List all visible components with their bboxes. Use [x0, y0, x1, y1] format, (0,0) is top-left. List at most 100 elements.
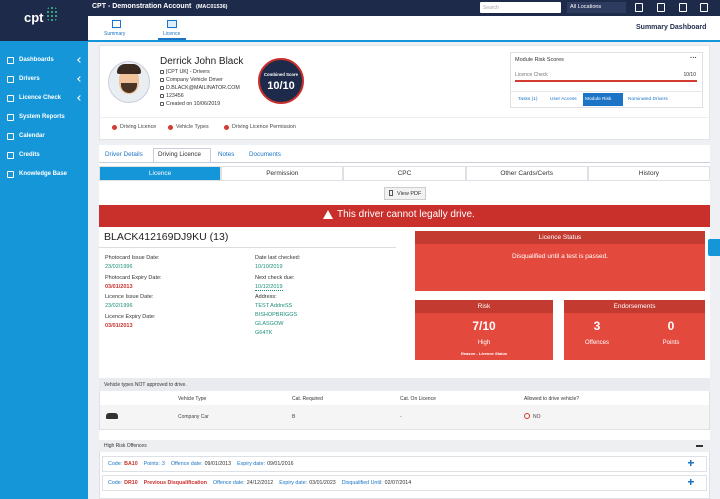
sidebar-item[interactable]: Dashboards: [19, 57, 54, 63]
offence-value: 09/01/2016: [267, 461, 294, 467]
help-tab[interactable]: [708, 239, 720, 256]
address-line: TEST AddreSS: [255, 303, 293, 309]
module-risk-title: Module Risk Scores: [515, 57, 564, 63]
points-label: Points: [662, 340, 680, 346]
detail-icon: [160, 86, 164, 90]
detail-icon: [160, 102, 164, 106]
tab-active-box: [153, 148, 211, 162]
sidebar-item[interactable]: Licence Check: [19, 95, 62, 101]
offence-label: Offence date:: [170, 461, 203, 467]
module-tab[interactable]: User Access: [550, 97, 577, 102]
avatar-beard: [121, 83, 137, 93]
field-label: Photocard Expiry Date:: [105, 274, 162, 281]
subnav-item[interactable]: Licence: [163, 31, 181, 37]
sidebar-icon: [7, 171, 14, 178]
driver-name: Derrick John Black: [160, 56, 244, 67]
expand-icon[interactable]: [688, 460, 694, 466]
score-circle: [258, 58, 304, 104]
offence-row: [102, 456, 707, 472]
account-code: (MAC01536): [196, 4, 228, 10]
module-tab[interactable]: Nominated Drivers: [628, 97, 668, 102]
offences-header: High Risk Offences: [99, 440, 710, 452]
banner-text: This driver cannot legally drive.: [337, 209, 475, 220]
status-text: Disqualified until a test is passed.: [511, 253, 609, 260]
licence-icon: [167, 20, 177, 28]
offence-value: 02/07/2014: [384, 480, 412, 486]
endorsements-header: Endorsements: [564, 300, 705, 313]
risk-score: 7/10: [472, 319, 496, 333]
subtab[interactable]: Licence: [99, 166, 222, 181]
module-tab[interactable]: Module Risk: [585, 97, 612, 102]
sidebar-icon: [7, 76, 14, 83]
tab[interactable]: Notes: [218, 151, 235, 158]
sidebar-item[interactable]: Drivers: [19, 76, 40, 82]
warning-icon: [323, 210, 333, 219]
header-icon[interactable]: [679, 3, 687, 12]
sidebar-icon: [7, 133, 14, 140]
tab[interactable]: Driving Licence: [158, 151, 202, 158]
vehicle-cell: Company Car: [178, 414, 209, 420]
sidebar-item[interactable]: Credits: [19, 152, 40, 158]
driver-detail: D.BLACK@MAILINATOR.COM: [166, 85, 240, 91]
field-value: 03/01/2013: [105, 322, 133, 329]
detail-icon: [160, 70, 164, 74]
tab[interactable]: Documents: [249, 151, 281, 158]
tab[interactable]: Driver Details: [105, 151, 143, 158]
module-tab[interactable]: Tasks (1): [518, 97, 538, 102]
chips-line: [99, 117, 710, 118]
search[interactable]: Search: [480, 2, 561, 13]
sidebar-item[interactable]: System Reports: [19, 114, 65, 120]
field-label: Address:: [255, 294, 277, 300]
sidebar-item[interactable]: Knowledge Base: [19, 171, 68, 177]
field-label: Licence Issue Date:: [105, 294, 154, 300]
subnav-item[interactable]: Summary: [104, 31, 126, 37]
field-value: 03/01/2013: [105, 283, 133, 290]
header-icon[interactable]: [635, 3, 643, 12]
driver-detail: [CPT UK] - Drivers: [166, 69, 210, 75]
sidebar-icon: [7, 152, 14, 159]
view-pdf[interactable]: View PDF: [384, 187, 426, 200]
module-tabs-line: [511, 91, 702, 92]
offences-count: 3: [593, 319, 601, 333]
chip: Driving Licence: [120, 124, 157, 130]
subnav-line: [88, 40, 720, 42]
offence-row: [102, 475, 707, 491]
driver-detail: Created on 10/06/2019: [166, 101, 221, 107]
score-label: Combined Score: [263, 72, 299, 77]
field-label: Licence Expiry Date:: [105, 313, 156, 320]
location-select[interactable]: All Locations: [567, 2, 626, 13]
chip-icon: [168, 125, 173, 130]
page-title: Summary Dashboard: [636, 24, 707, 31]
column-header: Cat. On Licence: [400, 396, 436, 402]
header-icon[interactable]: [700, 3, 708, 12]
header-icon[interactable]: [657, 3, 665, 12]
sidebar-item[interactable]: Calendar: [19, 133, 45, 139]
field-value: 10/12/2019: [255, 283, 283, 291]
subtab[interactable]: Permission: [221, 166, 344, 181]
subtab[interactable]: History: [587, 166, 710, 181]
module-tab-active: [583, 93, 623, 106]
score-value: 10/10: [267, 80, 295, 92]
detail-icon: [160, 94, 164, 98]
sidebar: [0, 41, 88, 499]
expand-icon[interactable]: [688, 479, 694, 485]
offence-label: Points:: [143, 461, 160, 467]
module-risk-bar: [515, 80, 697, 82]
subtab[interactable]: Other Cards/Certs: [465, 166, 588, 181]
collapse-icon[interactable]: [696, 445, 703, 447]
column-header: Cat. Required: [292, 396, 323, 402]
sidebar-icon: [7, 57, 14, 64]
subtab[interactable]: CPC: [343, 166, 466, 181]
vehicle-cell: NO: [533, 414, 541, 420]
offence-label: Code:: [108, 480, 123, 486]
module-risk-menu[interactable]: ···: [690, 55, 697, 62]
account-name: CPT - Demonstration Account: [92, 3, 192, 10]
logo-mark: [46, 6, 58, 22]
subnav-active: [158, 38, 186, 40]
banner: [99, 205, 710, 227]
sidebar-icon: [7, 114, 14, 121]
detail-icon: [160, 78, 164, 82]
logo-area: [0, 0, 88, 41]
address-line: BISHOPBRIGGS: [255, 312, 298, 318]
